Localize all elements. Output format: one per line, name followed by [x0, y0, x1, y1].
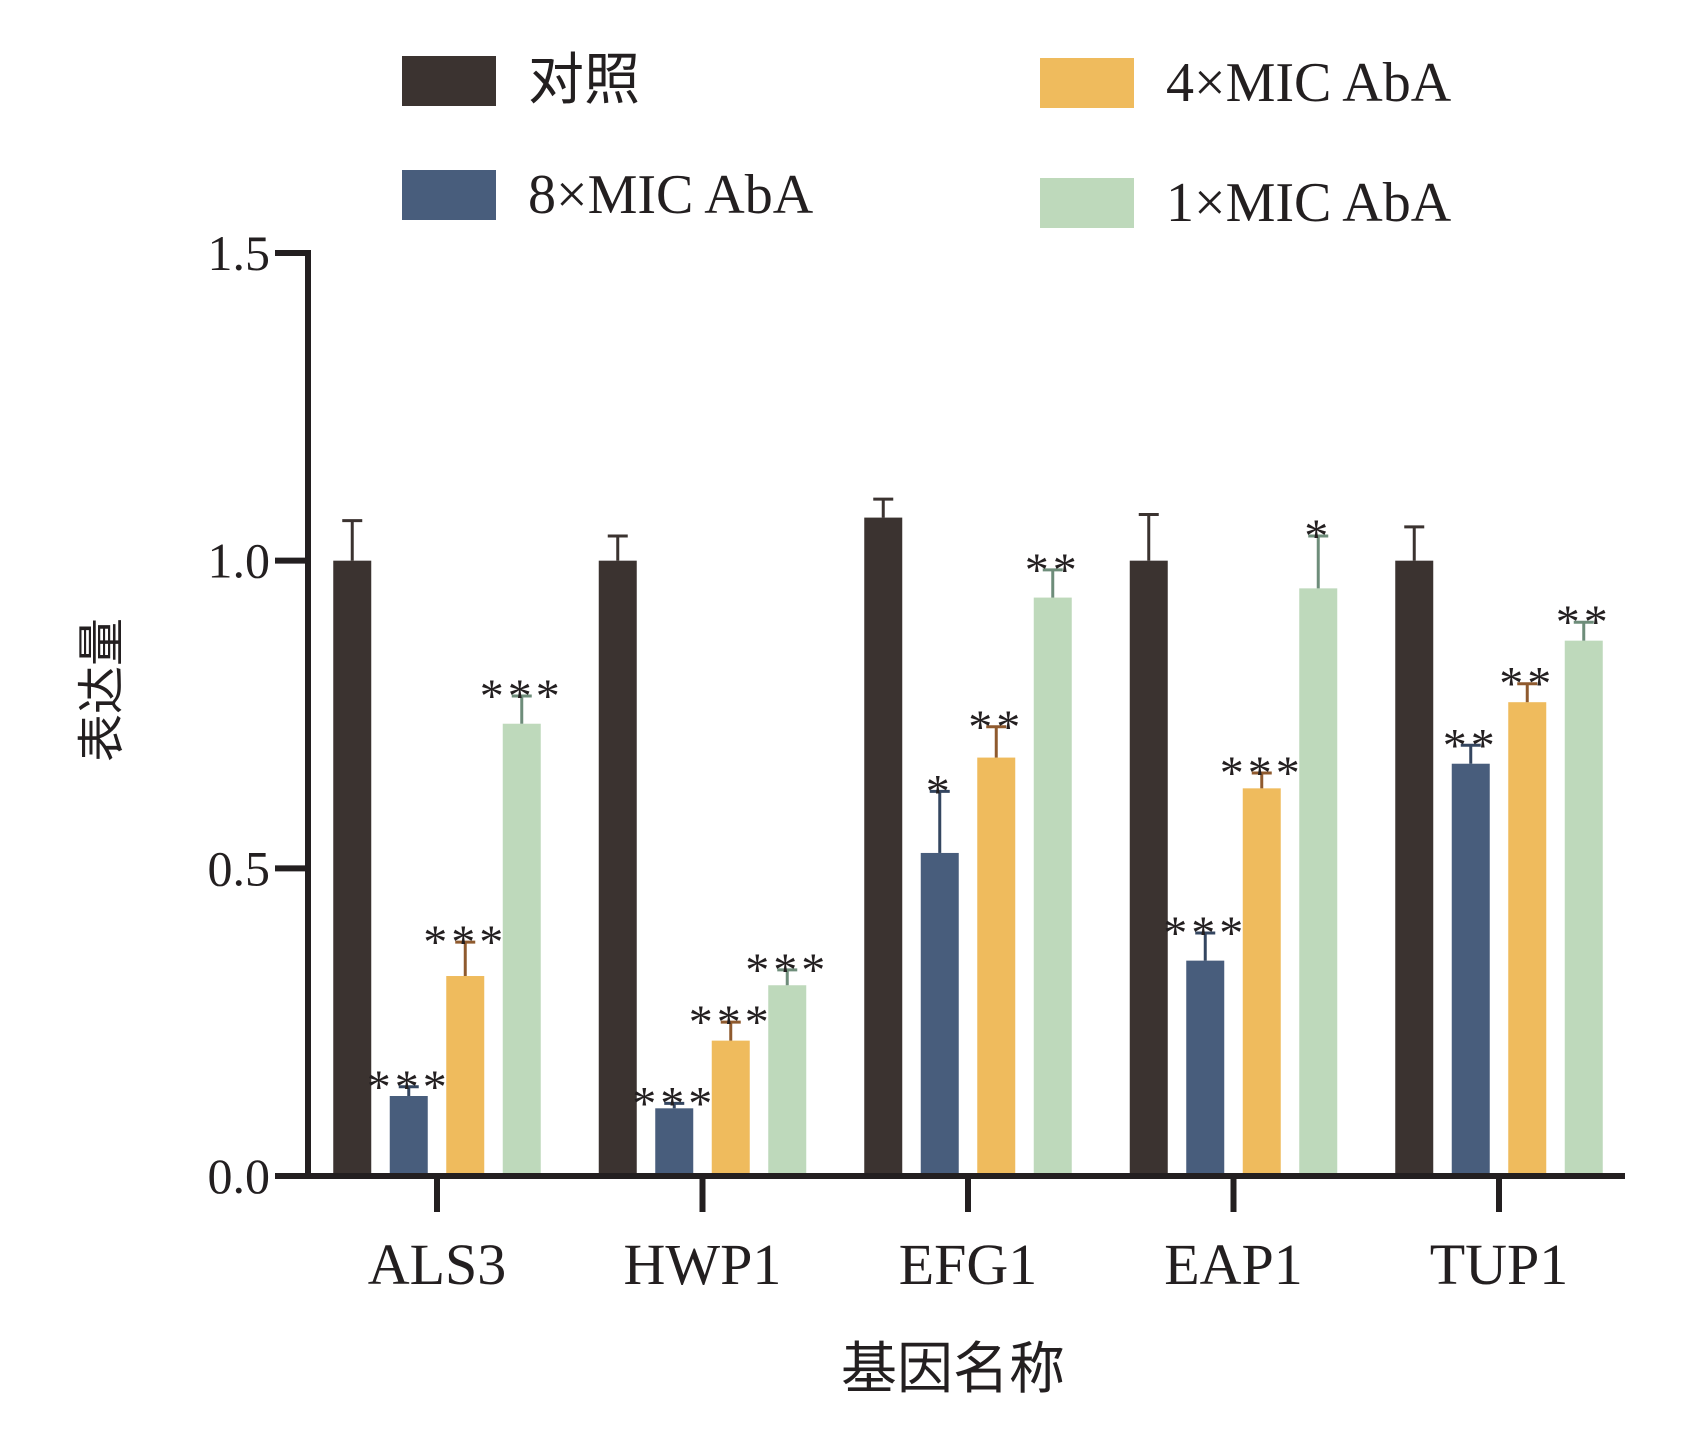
significance-label: *** — [745, 944, 829, 997]
significance-label: *** — [632, 1077, 716, 1130]
bar-eap1-series-1 — [1186, 960, 1225, 1176]
bar-tup1-series-0 — [1395, 560, 1434, 1176]
significance-label: ** — [1556, 596, 1612, 649]
significance-marks: *** ********************************* — [367, 510, 1612, 1130]
y-ticks: 0.0 0.5 1.0 1.5 — [208, 225, 308, 1204]
bar-tup1-series-3 — [1564, 640, 1603, 1176]
legend-label: 4×MIC AbA — [1166, 52, 1452, 114]
bar-tup1-series-2 — [1508, 702, 1547, 1176]
bar-als3-series-0 — [333, 560, 372, 1176]
x-tick-label-hwp1: HWP1 — [624, 1232, 782, 1297]
significance-label: *** — [423, 916, 507, 969]
bar-hwp1-series-1 — [655, 1108, 694, 1176]
bar-eap1-series-0 — [1129, 560, 1168, 1176]
significance-label: ** — [1443, 719, 1499, 772]
bar-efg1-series-1 — [920, 852, 959, 1176]
legend-label: 1×MIC AbA — [1166, 172, 1452, 234]
legend-swatch — [1040, 58, 1134, 108]
significance-label: ** — [968, 701, 1024, 754]
bar-hwp1-series-0 — [598, 560, 637, 1176]
y-tick-label: 0.5 — [208, 840, 271, 896]
significance-label: *** — [367, 1061, 451, 1114]
legend-label: 8×MIC AbA — [528, 164, 814, 226]
x-tick-label-eap1: EAP1 — [1164, 1232, 1303, 1297]
significance-label: *** — [1220, 747, 1304, 800]
bar-eap1-series-3 — [1299, 588, 1338, 1176]
x-tick-label-tup1: TUP1 — [1430, 1232, 1569, 1297]
bar-als3-series-2 — [446, 976, 485, 1176]
y-tick-label: 0.0 — [208, 1148, 271, 1204]
legend-swatch — [402, 170, 496, 220]
x-tick-label-als3: ALS3 — [368, 1232, 507, 1297]
legend-swatch — [402, 56, 496, 106]
bar-eap1-series-2 — [1242, 788, 1281, 1176]
significance-label: *** — [480, 670, 564, 723]
bar-als3-series-3 — [502, 723, 541, 1176]
significance-label: * — [1304, 510, 1332, 563]
legend: 对照 8×MIC AbA 4×MIC AbA 1×MIC AbA — [402, 50, 1452, 234]
bar-efg1-series-2 — [977, 757, 1016, 1176]
bar-efg1-series-3 — [1033, 597, 1072, 1176]
bars — [333, 517, 1603, 1176]
y-tick-label: 1.5 — [208, 225, 271, 281]
significance-label: *** — [1163, 907, 1247, 960]
x-axis-label: 基因名称 — [841, 1339, 1065, 1401]
significance-label: ** — [1499, 658, 1555, 711]
bar-hwp1-series-2 — [711, 1040, 750, 1176]
x-tick-label-efg1: EFG1 — [899, 1232, 1038, 1297]
bar-efg1-series-0 — [864, 517, 903, 1176]
legend-swatch — [1040, 178, 1134, 228]
x-ticks: ALS3 HWP1 EFG1 EAP1 TUP1 — [368, 1176, 1569, 1297]
significance-label: *** — [689, 996, 773, 1049]
bar-hwp1-series-3 — [768, 985, 807, 1176]
legend-label: 对照 — [528, 50, 640, 112]
significance-label: ** — [1025, 544, 1081, 597]
y-axis-label: 表达量 — [76, 618, 129, 762]
y-tick-label: 1.0 — [208, 533, 271, 589]
bar-als3-series-1 — [389, 1096, 428, 1176]
error-bars — [342, 497, 1594, 1109]
axes — [275, 250, 1625, 1179]
bar-tup1-series-1 — [1451, 763, 1490, 1176]
significance-label: * — [926, 765, 954, 818]
